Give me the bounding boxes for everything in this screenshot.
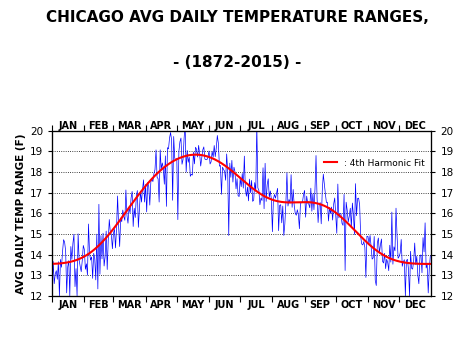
Text: JUL: JUL: [247, 300, 265, 310]
Text: JUN: JUN: [215, 300, 234, 310]
Text: JUL: JUL: [247, 121, 265, 131]
Text: DEC: DEC: [404, 121, 426, 131]
Text: OCT: OCT: [341, 300, 363, 310]
Text: - (1872-2015) -: - (1872-2015) -: [173, 55, 301, 70]
Text: OCT: OCT: [341, 121, 363, 131]
Text: SEP: SEP: [310, 121, 330, 131]
Text: SEP: SEP: [310, 300, 330, 310]
Text: FEB: FEB: [89, 121, 109, 131]
Text: FEB: FEB: [89, 300, 109, 310]
Text: MAR: MAR: [117, 300, 142, 310]
Y-axis label: AVG DAILY TEMP RANGE (F): AVG DAILY TEMP RANGE (F): [16, 133, 26, 293]
Text: JAN: JAN: [59, 300, 78, 310]
Text: NOV: NOV: [372, 121, 395, 131]
Text: JAN: JAN: [59, 121, 78, 131]
Text: JUN: JUN: [215, 121, 234, 131]
Legend: : 4th Harmonic Fit: : 4th Harmonic Fit: [322, 157, 427, 169]
Text: NOV: NOV: [372, 300, 395, 310]
Text: MAY: MAY: [181, 121, 205, 131]
Text: CHICAGO AVG DAILY TEMPERATURE RANGES,: CHICAGO AVG DAILY TEMPERATURE RANGES,: [46, 10, 428, 25]
Text: APR: APR: [150, 121, 172, 131]
Text: MAR: MAR: [117, 121, 142, 131]
Text: AUG: AUG: [277, 300, 300, 310]
Text: DEC: DEC: [404, 300, 426, 310]
Text: MAY: MAY: [181, 300, 205, 310]
Text: APR: APR: [150, 300, 172, 310]
Text: AUG: AUG: [277, 121, 300, 131]
